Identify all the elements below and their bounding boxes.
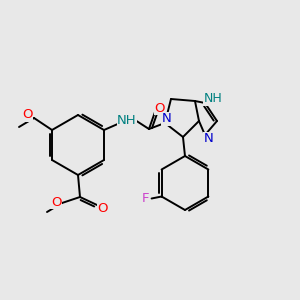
Text: NH: NH xyxy=(117,113,137,127)
Text: O: O xyxy=(22,109,32,122)
Text: O: O xyxy=(98,202,108,214)
Text: O: O xyxy=(51,196,61,208)
Text: N: N xyxy=(204,133,214,146)
Text: O: O xyxy=(155,101,165,115)
Text: N: N xyxy=(162,112,172,125)
Text: F: F xyxy=(142,192,149,205)
Text: NH: NH xyxy=(204,92,222,106)
